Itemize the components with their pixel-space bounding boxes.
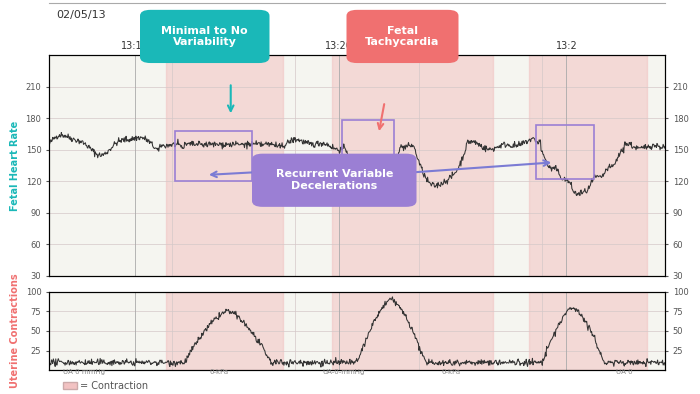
Text: Fetal Heart Rate: Fetal Heart Rate [10, 120, 20, 211]
Text: 13:16: 13:16 [121, 41, 149, 50]
Bar [175, 131, 252, 181]
Text: Minimal to No
Variability: Minimal to No Variability [162, 26, 248, 47]
Bar [332, 292, 493, 370]
Bar [529, 55, 647, 276]
Bar [342, 120, 394, 171]
Text: Recurrent Variable
Decelerations: Recurrent Variable Decelerations [276, 169, 393, 191]
Bar [529, 292, 647, 370]
Text: UA-0-mmHg: UA-0-mmHg [322, 368, 365, 375]
Text: FMR-240-bpm: FMR-240-bpm [389, 41, 448, 50]
Text: Uterine Contractions: Uterine Contractions [10, 274, 20, 388]
Text: 13:2: 13:2 [556, 41, 578, 50]
Text: 13:20: 13:20 [325, 41, 353, 50]
Text: 0-kPa: 0-kPa [210, 368, 229, 375]
Text: UA 0: UA 0 [616, 368, 633, 375]
Bar [166, 55, 283, 276]
Text: = Contraction: = Contraction [80, 381, 148, 391]
Text: 0-kPa: 0-kPa [441, 368, 460, 375]
Text: Fetal
Tachycardia: Fetal Tachycardia [365, 26, 440, 47]
Bar [332, 55, 493, 276]
Bar [536, 125, 594, 179]
Text: 02/05/13: 02/05/13 [56, 10, 106, 20]
Bar [166, 292, 283, 370]
Text: UA 0 mmHg: UA 0 mmHg [63, 368, 105, 375]
